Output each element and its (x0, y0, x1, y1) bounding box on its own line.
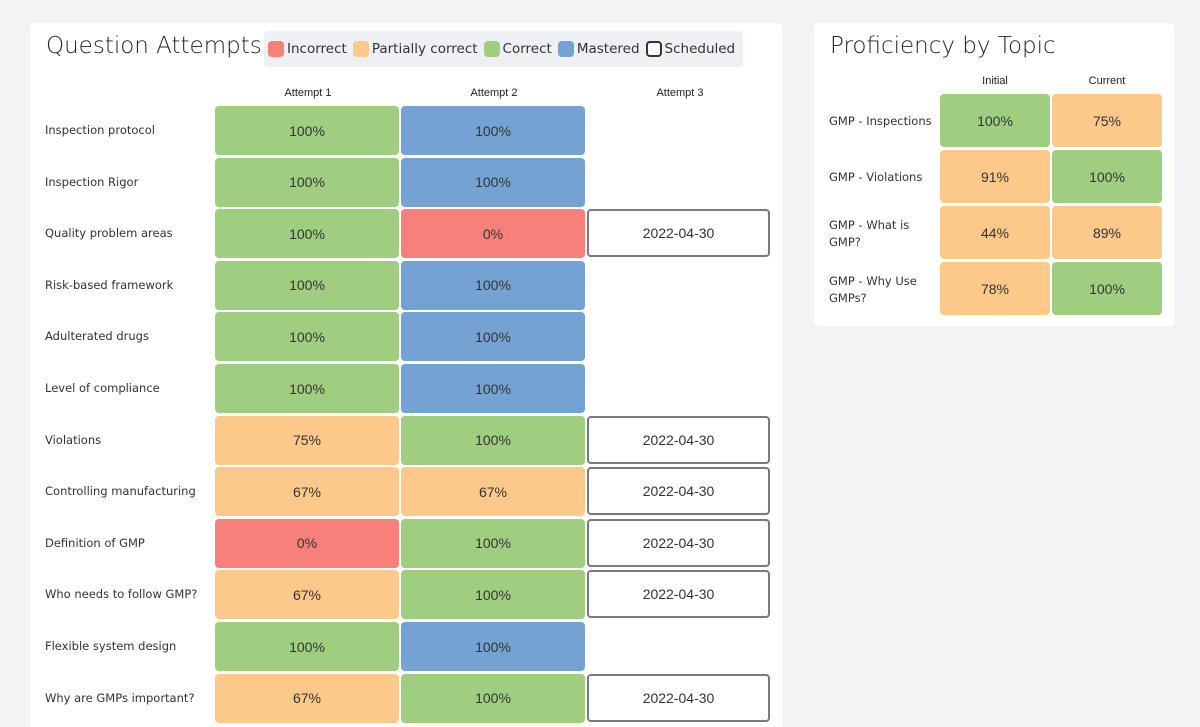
topic-label: GMP - Why Use GMPs? (829, 274, 917, 305)
legend-swatch-mastered (557, 41, 574, 57)
question-label: Adulterated drugs (45, 329, 149, 344)
attempt-score-cell: 100% (401, 260, 585, 310)
column-header-attempt-1: Attempt 1 (284, 87, 332, 99)
attempt-score-cell: 100% (401, 570, 585, 620)
attempt-score-cell: 100% (215, 157, 399, 207)
legend-label: Scheduled (664, 41, 736, 57)
attempt-score-cell: 100% (401, 415, 585, 465)
question-label: Violations (45, 432, 102, 447)
attempt-score-cell: 0% (401, 209, 585, 259)
attempt-score-cell: 67% (401, 467, 585, 517)
attempt-score-cell: 100% (215, 106, 399, 155)
column-header-attempt-2: Attempt 2 (470, 87, 518, 99)
attempt-score-cell: 100% (401, 518, 585, 568)
attempt-score-cell: 67% (215, 467, 399, 517)
topic-score-cell: 44% (940, 206, 1050, 259)
proficiency-title: Proficiency by Topic (830, 33, 1056, 59)
column-header-attempt-3: Attempt 3 (656, 87, 704, 99)
topic-score-cell: 75% (1052, 94, 1162, 147)
topic-score-cell: 78% (940, 262, 1050, 315)
attempt-score-cell: 100% (215, 209, 399, 259)
status-legend: Incorrect Partially correct Correct Mastere… (264, 31, 744, 67)
legend-item-scheduled: Scheduled (645, 41, 736, 57)
question-label: Why are GMPs important? (45, 690, 195, 705)
attempt-score-cell: 100% (401, 364, 585, 413)
scheduled-date-cell[interactable]: 2022-04-30 (587, 570, 770, 619)
question-label: Definition of GMP (45, 535, 145, 550)
topic-score-cell: 100% (1052, 150, 1162, 203)
legend-label: Incorrect (287, 41, 347, 57)
legend-swatch-scheduled (645, 41, 662, 57)
legend-label: Mastered (576, 41, 640, 57)
attempt-score-cell: 75% (215, 415, 399, 465)
attempt-score-cell: 100% (401, 622, 585, 671)
topic-label: GMP - Inspections (829, 114, 932, 128)
topic-label: GMP - What is GMP? (829, 218, 910, 249)
question-label: Flexible system design (45, 639, 177, 653)
scheduled-date-cell[interactable]: 2022-04-30 (587, 467, 770, 516)
scheduled-date-cell[interactable]: 2022-04-30 (587, 518, 770, 567)
question-label: Level of compliance (45, 381, 160, 395)
question-label: Controlling manufacturing (45, 484, 196, 499)
scheduled-date-cell[interactable]: 2022-04-30 (587, 415, 770, 464)
topic-label: GMP - Violations (829, 170, 923, 184)
legend-item-correct: Correct (483, 41, 552, 57)
legend-swatch-partial (352, 41, 369, 57)
question-label: Risk-based framework (45, 277, 174, 292)
attempt-score-cell: 100% (401, 157, 585, 207)
attempt-score-cell: 100% (215, 364, 399, 413)
question-label: Inspection Rigor (45, 174, 139, 189)
column-header-current: Current (1088, 75, 1126, 87)
legend-item-partial: Partially correct (352, 41, 478, 57)
scheduled-date-cell[interactable]: 2022-04-30 (587, 209, 770, 258)
legend-swatch-incorrect (268, 41, 284, 57)
legend-item-incorrect: Incorrect (268, 41, 347, 57)
proficiency-panel: Proficiency by Topic Initial Current GMP -… (814, 23, 1174, 326)
legend-swatch-correct (483, 41, 500, 57)
topic-score-cell: 100% (940, 94, 1050, 147)
attempt-score-cell: 100% (215, 260, 399, 310)
scheduled-date-cell[interactable]: 2022-04-30 (587, 673, 770, 722)
topic-score-cell: 89% (1052, 206, 1162, 259)
attempt-score-cell: 0% (215, 518, 399, 568)
legend-label: Partially correct (371, 41, 478, 57)
question-attempts-title: Question Attempts (46, 33, 262, 59)
legend-label: Correct (502, 41, 552, 57)
topic-score-cell: 100% (1052, 262, 1162, 315)
attempt-score-cell: 100% (401, 673, 585, 723)
attempt-score-cell: 100% (401, 312, 585, 362)
attempt-score-cell: 100% (401, 106, 585, 155)
legend-item-mastered: Mastered (557, 41, 640, 57)
attempt-score-cell: 67% (215, 570, 399, 620)
attempt-score-cell: 100% (215, 312, 399, 362)
attempt-score-cell: 100% (215, 622, 399, 671)
question-label: Inspection protocol (45, 123, 155, 137)
question-attempts-panel: Question Attempts Incorrect Partially cor… (30, 23, 782, 727)
column-header-initial: Initial (982, 75, 1008, 87)
attempt-score-cell: 67% (215, 673, 399, 723)
question-label: Quality problem areas (45, 226, 173, 241)
topic-score-cell: 91% (940, 150, 1050, 203)
question-label: Who needs to follow GMP? (45, 587, 198, 602)
